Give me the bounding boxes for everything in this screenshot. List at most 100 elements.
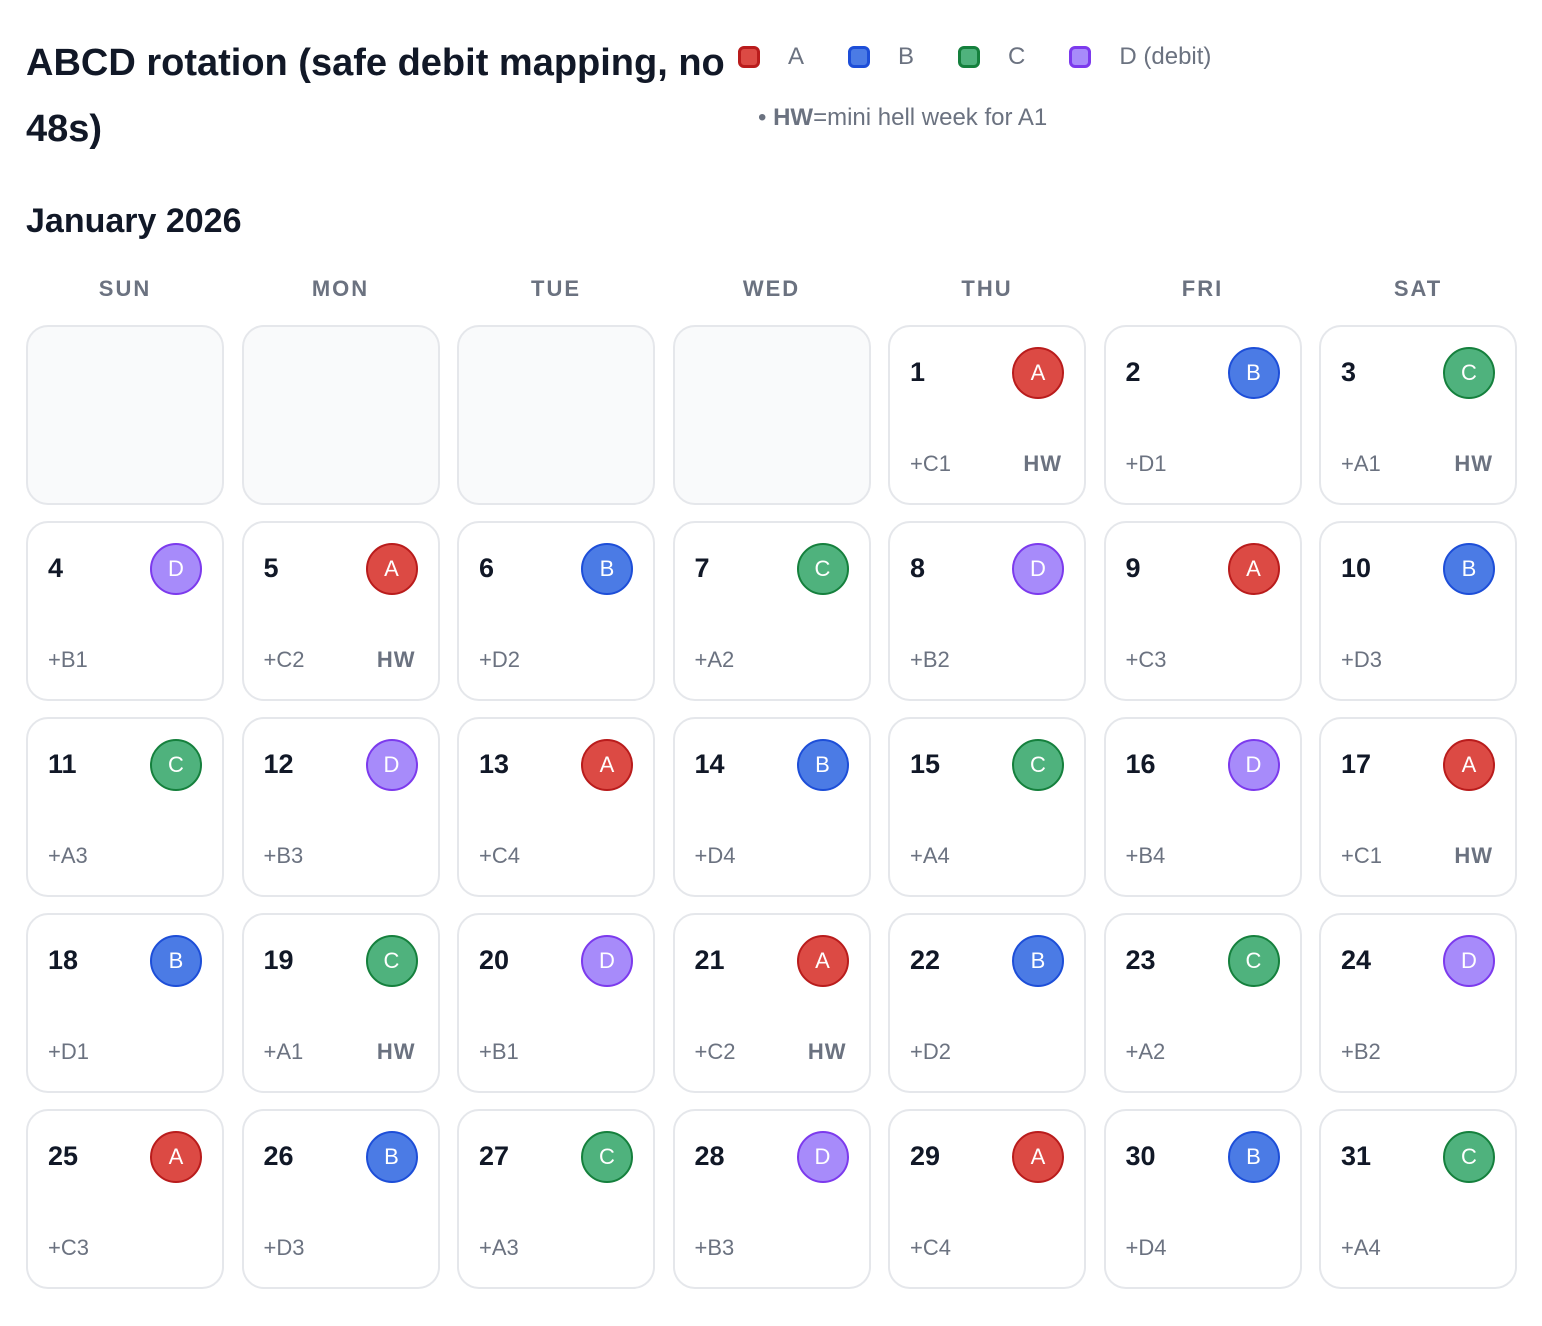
extra-assignment: +C3 [48, 1235, 89, 1260]
calendar-day-cell[interactable]: 18 B +D1 [26, 913, 224, 1093]
month-title: January 2026 [26, 202, 242, 240]
extra-assignment: +D2 [910, 1039, 951, 1064]
crew-badge: A [1012, 1131, 1064, 1183]
legend-label-a: A [788, 43, 805, 70]
calendar-day-cell[interactable]: 28 D +B3 [672, 1109, 871, 1289]
legend-note-key: HW [773, 104, 814, 131]
calendar-day-cell[interactable]: 30 B +D4 [1103, 1109, 1302, 1289]
crew-badge: A [1227, 543, 1280, 595]
hell-week-marker: HW [376, 647, 416, 672]
crew-badge: A [365, 543, 418, 595]
calendar-day-cell[interactable]: 19 C +A1 HW [241, 913, 440, 1093]
calendar-day-cell[interactable]: 8 D +B2 [888, 521, 1086, 701]
calendar-day-cell[interactable]: 15 C +A4 [888, 717, 1086, 897]
calendar-day-cell[interactable]: 31 C +A4 [1319, 1109, 1517, 1289]
calendar-day-cell[interactable]: 3 C +A1 HW [1319, 325, 1517, 505]
calendar-day-cell[interactable]: 16 D +B4 [1103, 717, 1302, 897]
extra-assignment: +A2 [694, 647, 735, 672]
extra-assignment: +D1 [48, 1039, 89, 1064]
extra-assignment: +D3 [263, 1235, 305, 1260]
extra-assignment: +B1 [479, 1039, 519, 1064]
day-number: 27 [479, 1141, 510, 1171]
crew-badge: D [1227, 739, 1280, 791]
legend-item-d: D (debit) [1069, 43, 1211, 71]
hell-week-marker: HW [1023, 451, 1062, 476]
weekday-thu: THU [961, 276, 1013, 301]
day-number: 5 [263, 553, 279, 583]
day-number: 15 [910, 749, 941, 779]
day-number: 24 [1341, 945, 1372, 975]
crew-badge: D [1012, 543, 1064, 595]
extra-assignment: +C2 [694, 1039, 736, 1064]
extra-assignment: +D4 [1125, 1235, 1167, 1260]
crew-badge: A [1012, 347, 1064, 399]
calendar-day-cell[interactable]: 13 A +C4 [457, 717, 655, 897]
calendar-day-cell[interactable]: 10 B +D3 [1319, 521, 1517, 701]
extra-assignment: +B3 [263, 843, 304, 868]
calendar-day-cell[interactable]: 5 A +C2 HW [241, 521, 440, 701]
legend-item-c: C [958, 43, 1025, 71]
calendar-day-cell[interactable]: 24 D +B2 [1319, 913, 1517, 1093]
day-number: 21 [694, 945, 725, 975]
crew-badge: D [150, 543, 202, 595]
calendar-day-cell[interactable]: 29 A +C4 [888, 1109, 1086, 1289]
extra-assignment: +A1 [1341, 451, 1381, 476]
calendar-day-cell[interactable]: 20 D +B1 [457, 913, 655, 1093]
calendar-day-cell[interactable]: 26 B +D3 [241, 1109, 440, 1289]
calendar-day-cell[interactable]: 14 B +D4 [672, 717, 871, 897]
weekday-tue: TUE [531, 276, 581, 301]
day-number: 3 [1341, 357, 1357, 387]
extra-assignment: +D4 [694, 843, 736, 868]
calendar-day-cell[interactable]: 12 D +B3 [241, 717, 440, 897]
extra-assignment: +C2 [263, 647, 305, 672]
day-number: 4 [48, 553, 64, 583]
calendar-day-cell[interactable]: 11 C +A3 [26, 717, 224, 897]
calendar-day-cell[interactable]: 27 C +A3 [457, 1109, 655, 1289]
extra-assignment: +C4 [479, 843, 520, 868]
calendar-day-cell[interactable]: 17 A +C1 HW [1319, 717, 1517, 897]
extra-assignment: +B2 [910, 647, 950, 672]
calendar-day-cell[interactable]: 4 D +B1 [26, 521, 224, 701]
extra-assignment: +A3 [479, 1235, 519, 1260]
hell-week-marker: HW [1454, 843, 1493, 868]
legend-swatch-b [848, 46, 871, 68]
calendar-day-cell[interactable]: 22 B +D2 [888, 913, 1086, 1093]
day-number: 26 [263, 1141, 294, 1171]
crew-badge: C [365, 935, 418, 987]
crew-badge: C [1443, 347, 1495, 399]
legend-item-b: B [848, 43, 914, 71]
calendar-day-cell[interactable]: 9 A +C3 [1103, 521, 1302, 701]
calendar-day-cell[interactable]: 2 B +D1 [1103, 325, 1302, 505]
day-number: 22 [910, 945, 941, 975]
extra-assignment: +A4 [1341, 1235, 1381, 1260]
weekday-sat: SAT [1393, 276, 1443, 301]
legend-label-d: D (debit) [1119, 43, 1212, 70]
crew-badge: C [1443, 1131, 1495, 1183]
weekday-wed: WED [742, 276, 801, 301]
day-number: 23 [1125, 945, 1156, 975]
day-number: 25 [48, 1141, 79, 1171]
legend-note-text: =mini hell week for A1 [813, 104, 1048, 131]
day-number: 17 [1341, 749, 1372, 779]
crew-badge: B [1012, 935, 1064, 987]
day-number: 14 [694, 749, 725, 779]
calendar-day-cell[interactable]: 21 A +C2 HW [672, 913, 871, 1093]
weekday-sun: SUN [98, 276, 152, 301]
day-number: 11 [48, 749, 77, 779]
crew-badge: A [796, 935, 849, 987]
crew-badge: B [796, 739, 849, 791]
calendar-day-cell[interactable]: 1 A +C1 HW [888, 325, 1086, 505]
legend-label-b: B [898, 43, 915, 70]
calendar-day-cell[interactable]: 7 C +A2 [672, 521, 871, 701]
legend-item-a: A [738, 43, 804, 71]
day-number: 13 [479, 749, 510, 779]
crew-badge: C [1227, 935, 1280, 987]
crew-badge: D [581, 935, 633, 987]
calendar-day-cell[interactable]: 6 B +D2 [457, 521, 655, 701]
crew-badge: B [1227, 347, 1280, 399]
calendar-day-cell[interactable]: 25 A +C3 [26, 1109, 224, 1289]
legend-swatch-c [958, 46, 981, 68]
crew-badge: A [150, 1131, 202, 1183]
calendar-day-cell[interactable]: 23 C +A2 [1103, 913, 1302, 1093]
page-title: ABCD rotation (safe debit mapping, no 48… [26, 42, 725, 150]
